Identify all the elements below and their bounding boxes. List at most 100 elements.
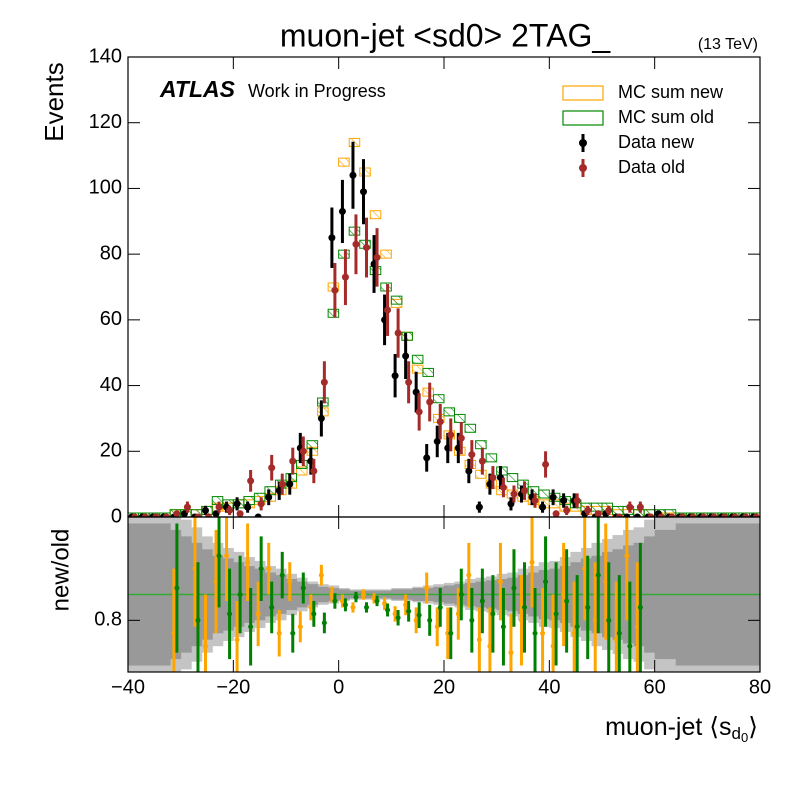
x-tick-label: 40 [538,676,560,698]
ratio-point [276,630,282,636]
mc-bin [475,440,487,450]
ratio-point [245,559,251,565]
mc-bin [506,473,519,483]
data-point [320,378,328,386]
atlas-status: Work in Progress [248,81,386,101]
ratio-frame [127,516,761,673]
data-point [573,497,581,505]
ratio-point [455,611,461,617]
mc-bin [380,282,392,292]
data-point [539,503,547,511]
x-tick-label: 80 [749,676,771,698]
ratio-point [350,604,356,610]
ratio-point [511,585,517,591]
ratio-point [203,643,208,649]
ratio-point [616,630,622,636]
data-point [465,467,473,475]
ratio-point [564,598,570,604]
data-point [423,454,431,462]
mc-bin [538,489,550,499]
ratio-point [500,624,506,630]
ratio-point [532,630,538,636]
data-point [278,480,286,488]
ratio-point [522,604,527,610]
mc-bin [411,354,424,364]
data-point [173,510,181,517]
data-point [286,480,294,488]
data-point [244,503,252,511]
data-point [475,503,483,511]
ratio-point [634,624,640,630]
ratio-point [258,566,264,572]
data-point [700,513,708,517]
ratio-point [424,585,430,591]
mc-bin [485,453,498,463]
atlas-label: ATLAS [159,76,236,102]
ratio-point [300,585,306,591]
mc-bin [454,413,466,423]
ratio-point [490,611,496,617]
data-point [317,414,325,422]
mc-bin [590,502,603,512]
data-point [331,286,339,294]
ratio-point [237,592,243,597]
mc-bin [369,210,382,220]
data-point [360,188,367,196]
ratio-point [332,598,338,604]
data-point [668,513,676,517]
ratio-point [529,559,535,565]
ratio-point [192,566,198,572]
mc-bin [390,295,403,305]
ratio-point [342,602,348,608]
ratio-point [448,630,454,636]
ratio-point [361,592,366,597]
ratio-panel [128,517,760,672]
ratio-point [476,637,482,643]
ratio-point [508,650,514,656]
data-point [265,493,273,501]
ratio-point [374,598,380,604]
y-tick-label: 140 [89,45,122,67]
energy-label: (13 TeV) [698,36,758,53]
mc-bin [211,496,224,506]
data-point [415,408,423,416]
ratio-point [540,630,546,636]
data-point [141,513,149,517]
data-point [226,506,234,514]
ratio-point [637,604,643,610]
ratio-point [413,617,419,623]
data-point [478,457,486,465]
ratio-point [427,617,433,623]
ratio-point [227,611,233,617]
ratio-point [279,572,285,578]
ratio-point [353,594,359,600]
data-point [233,500,241,508]
ratio-point [213,579,219,585]
ratio-point [248,624,254,630]
data-point [633,513,641,517]
legend-swatch [562,110,604,126]
y-axis-label: Events [39,62,69,142]
data-point [341,273,349,281]
ratio-point [329,592,335,597]
data-point [742,513,750,517]
data-point [257,500,265,508]
data-point [433,437,441,445]
data-point [338,207,346,215]
data-point [268,464,276,472]
data-point [402,352,410,360]
data-point [202,506,209,514]
data-point [552,510,560,517]
ratio-point [487,643,493,649]
x-label-subsub: 0 [741,730,748,745]
data-point [489,474,497,482]
data-point [299,447,307,455]
mc-bin [338,157,350,167]
ratio-point [519,617,524,623]
data-point [183,503,191,511]
y-tick-label: 120 [89,111,122,133]
y-tick-label: 20 [100,440,122,462]
x-tick-label: 60 [644,676,666,698]
mc-bin [380,249,392,259]
ratio-point [171,630,177,636]
